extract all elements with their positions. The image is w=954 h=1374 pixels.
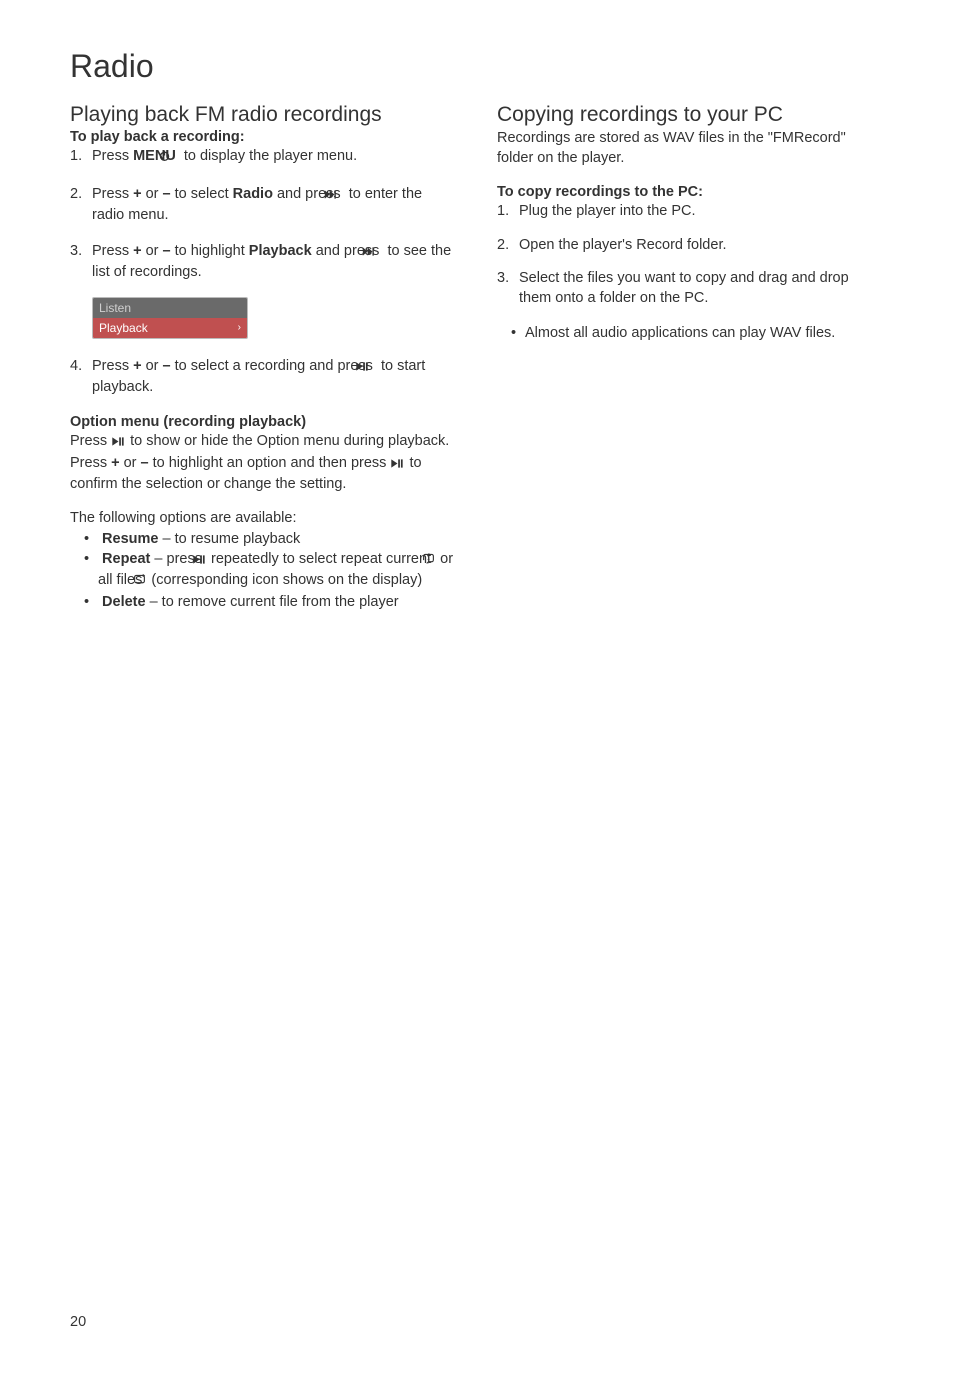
text: Press xyxy=(92,186,133,202)
text: Open the player's Record folder. xyxy=(519,237,727,253)
menu-row-playback: Playback › xyxy=(93,318,247,338)
text: Almost all audio applications can play W… xyxy=(525,325,835,341)
text: to display the player menu. xyxy=(180,148,357,164)
text: Press xyxy=(92,243,133,259)
minus-key: – xyxy=(141,455,149,471)
plus-key: + xyxy=(111,455,119,471)
play-step-3: 3.Press + or – to highlight Playback and… xyxy=(70,242,457,283)
plus-key: + xyxy=(133,243,141,259)
text: – to resume playback xyxy=(158,531,300,547)
play-pause-icon xyxy=(111,434,126,454)
text: or xyxy=(142,358,163,374)
play-steps-4: 4.Press + or – to select a recording and… xyxy=(70,357,457,398)
wav-note: Almost all audio applications can play W… xyxy=(497,324,884,344)
play-steps-2: 2.Press + or – to select Radio and press… xyxy=(70,185,457,226)
text: to highlight an option and then press xyxy=(149,455,391,471)
option-heading: Option menu (recording playback) xyxy=(70,414,457,430)
play-steps-3: 3.Press + or – to highlight Playback and… xyxy=(70,242,457,283)
step-index: 1. xyxy=(497,202,519,222)
play-step-1: 1.Press MENU to display the player menu. xyxy=(70,147,457,169)
step-index: 1. xyxy=(70,147,92,167)
option-label: Resume xyxy=(102,531,158,547)
text: or xyxy=(142,243,163,259)
play-heading: To play back a recording: xyxy=(70,129,457,145)
play-step-4: 4.Press + or – to select a recording and… xyxy=(70,357,457,398)
option-resume: Resume – to resume playback xyxy=(70,530,457,550)
step-index: 3. xyxy=(70,242,92,262)
minus-key: – xyxy=(163,243,171,259)
text: or xyxy=(142,186,163,202)
text: or xyxy=(120,455,141,471)
text: to select a recording and press xyxy=(171,358,377,374)
option-label: Delete xyxy=(102,594,146,610)
options-list: Resume – to resume playback Repeat – pre… xyxy=(70,530,457,612)
text: Select the files you want to copy and dr… xyxy=(519,270,849,306)
play-steps: 1.Press MENU to display the player menu. xyxy=(70,147,457,169)
step-index: 4. xyxy=(70,357,92,377)
copy-heading: To copy recordings to the PC: xyxy=(497,184,884,200)
text: Press xyxy=(92,148,133,164)
plus-key: + xyxy=(133,186,141,202)
chevron-right-icon: › xyxy=(238,322,241,333)
copy-step-3: 3.Select the files you want to copy and … xyxy=(497,269,884,308)
left-column: Playing back FM radio recordings To play… xyxy=(70,103,457,626)
wav-note-list: Almost all audio applications can play W… xyxy=(497,324,884,344)
options-intro: The following options are available: xyxy=(70,509,457,529)
copy-step-1: 1.Plug the player into the PC. xyxy=(497,202,884,222)
option-label: Repeat xyxy=(102,551,150,567)
step-index: 2. xyxy=(497,236,519,256)
page-title: Radio xyxy=(70,48,884,85)
left-section-title: Playing back FM radio recordings xyxy=(70,103,457,127)
option-repeat: Repeat – press repeatedly to select repe… xyxy=(70,550,457,593)
content-columns: Playing back FM radio recordings To play… xyxy=(70,103,884,626)
radio-label: Radio xyxy=(233,186,273,202)
plus-key: + xyxy=(133,358,141,374)
right-section-title: Copying recordings to your PC xyxy=(497,103,884,127)
text: Press xyxy=(92,358,133,374)
play-step-2: 2.Press + or – to select Radio and press… xyxy=(70,185,457,226)
step-index: 2. xyxy=(70,185,92,205)
minus-key: – xyxy=(163,358,171,374)
text: to highlight xyxy=(171,243,249,259)
menu-row-label: Playback xyxy=(99,321,148,335)
menu-row-label: Listen xyxy=(99,301,131,315)
option-paragraph: Press to show or hide the Option menu du… xyxy=(70,432,457,495)
text: (corresponding icon shows on the display… xyxy=(147,572,422,588)
play-pause-icon xyxy=(390,456,405,476)
text: Plug the player into the PC. xyxy=(519,203,696,219)
playback-menu-illustration: Listen Playback › xyxy=(92,297,248,339)
text: repeatedly to select repeat current xyxy=(207,551,435,567)
right-column: Copying recordings to your PC Recordings… xyxy=(497,103,884,626)
copy-step-2: 2.Open the player's Record folder. xyxy=(497,236,884,256)
minus-key: – xyxy=(163,186,171,202)
step-index: 3. xyxy=(497,269,519,289)
text: – to remove current file from the player xyxy=(146,594,399,610)
option-delete: Delete – to remove current file from the… xyxy=(70,593,457,613)
copy-steps: 1.Plug the player into the PC. 2.Open th… xyxy=(497,202,884,308)
page-number: 20 xyxy=(70,1314,86,1330)
right-intro: Recordings are stored as WAV files in th… xyxy=(497,129,884,168)
text: to select xyxy=(171,186,233,202)
menu-row-listen: Listen xyxy=(93,298,247,318)
playback-label: Playback xyxy=(249,243,312,259)
text: Press xyxy=(70,433,111,449)
